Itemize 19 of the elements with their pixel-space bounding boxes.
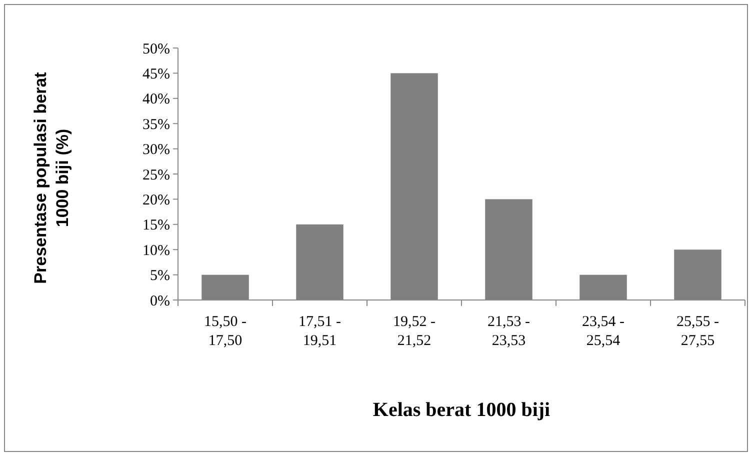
y-axis-title: Presentase populasi berat 1000 biji (%) — [31, 72, 72, 284]
y-tick-label: 50% — [142, 41, 170, 58]
y-tick-label: 45% — [142, 66, 170, 82]
x-tick-label: 15,50 - 17,50 — [204, 314, 246, 349]
x-tick-label: 23,54 - 25,54 — [582, 314, 624, 349]
y-tick-label: 35% — [142, 116, 170, 133]
x-axis-title: Kelas berat 1000 biji — [372, 399, 551, 421]
x-tick-label: 25,55 - 27,55 — [676, 314, 719, 349]
y-tick-label: 20% — [142, 192, 170, 208]
y-tick-label: 10% — [142, 242, 170, 259]
y-tick-label: 0% — [150, 293, 170, 310]
y-tick-label: 5% — [150, 268, 170, 284]
y-tick-label: 40% — [142, 92, 170, 108]
x-tick-label: 17,51 - 19,51 — [298, 314, 341, 349]
y-tick-label: 25% — [142, 167, 170, 184]
x-tick-label: 21,53 - 23,53 — [488, 314, 530, 349]
x-tick-label: 19,52 - 21,52 — [393, 314, 436, 349]
y-tick-label: 30% — [142, 142, 170, 158]
y-tick-label: 15% — [142, 218, 170, 234]
